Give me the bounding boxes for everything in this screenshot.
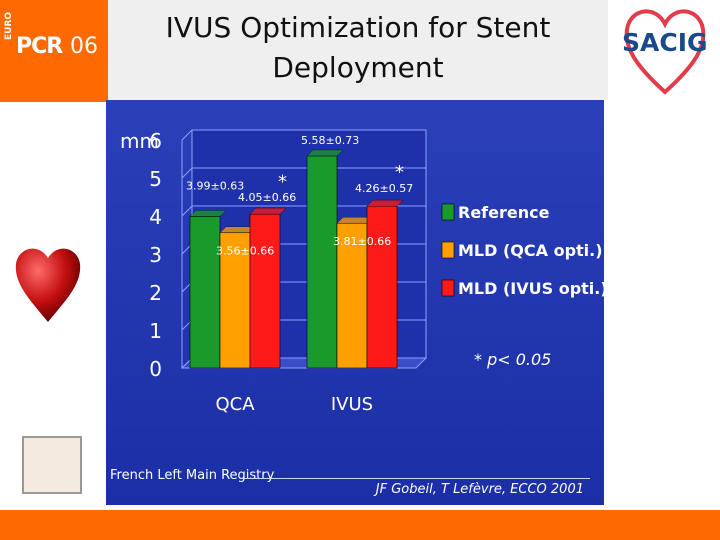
bar [366,205,398,369]
x-category-label: QCA [215,394,255,415]
authors-label: JF Gobeil, T Lefèvre, ECCO 2001 [375,482,584,497]
europcr-logo: EURO PCR 06 [0,0,108,102]
bar [336,222,368,369]
bar [306,155,338,369]
legend-label: Reference [458,203,550,222]
y-tick-label: 2 [149,281,162,305]
chart-panel: 0 1 2 3 4 5 6 mm 3.99±0.63 3.56±0.66 4.05±0.66 * QC… [106,100,604,505]
y-tick-label: 6 [149,129,162,153]
significance-star: * [278,172,287,193]
logo-pcr-text: PCR [16,34,63,59]
logo-year-text: 06 [70,34,98,59]
data-label: 3.56±0.66 [216,245,274,258]
legend-label: MLD (QCA opti.) [458,241,603,260]
legend-swatch [441,203,455,221]
logo-euro-text: EURO [4,11,14,40]
legend-swatch [441,279,455,297]
sacig-text: SACIG [622,28,708,57]
y-tick-label: 4 [149,205,162,229]
sacig-heart-icon [624,9,706,95]
grid-diagonal [181,129,193,141]
y-tick-label: 5 [149,167,162,191]
bottom-bar [0,510,720,540]
data-label: 3.81±0.66 [333,235,391,248]
data-label: 3.99±0.63 [186,179,244,192]
legend-swatch [441,241,455,259]
bar [189,216,221,369]
data-label: 5.58±0.73 [301,134,359,147]
data-label: 4.05±0.66 [238,191,296,204]
legend-label: MLD (IVUS opti.) [458,279,604,298]
title-bar: IVUS Optimization for Stent Deployment [108,0,608,100]
bar-top [189,210,227,217]
bar [249,213,281,369]
significance-star: * [395,162,404,183]
bar [219,232,251,369]
registry-label: French Left Main Registry [110,468,275,483]
y-tick-label: 3 [149,243,162,267]
y-tick-label: 0 [149,357,162,381]
data-label: 4.26±0.57 [355,182,413,195]
bar-top [306,149,344,157]
bar-top [249,207,287,215]
grid-diagonal [181,205,193,217]
slide-title: IVUS Optimization for Stent Deployment [165,11,551,84]
red-heart-icon [15,248,81,322]
grid-diagonal [181,167,193,179]
y-axis-label: mm [120,129,159,153]
y-tick-label: 1 [149,319,162,343]
p-value-annotation: * p< 0.05 [474,350,551,369]
bar-top [366,199,404,207]
sacig-heart-logo [624,9,706,95]
registry-logo [22,436,82,494]
x-category-label: IVUS [331,394,373,415]
footer-divider [240,478,590,479]
